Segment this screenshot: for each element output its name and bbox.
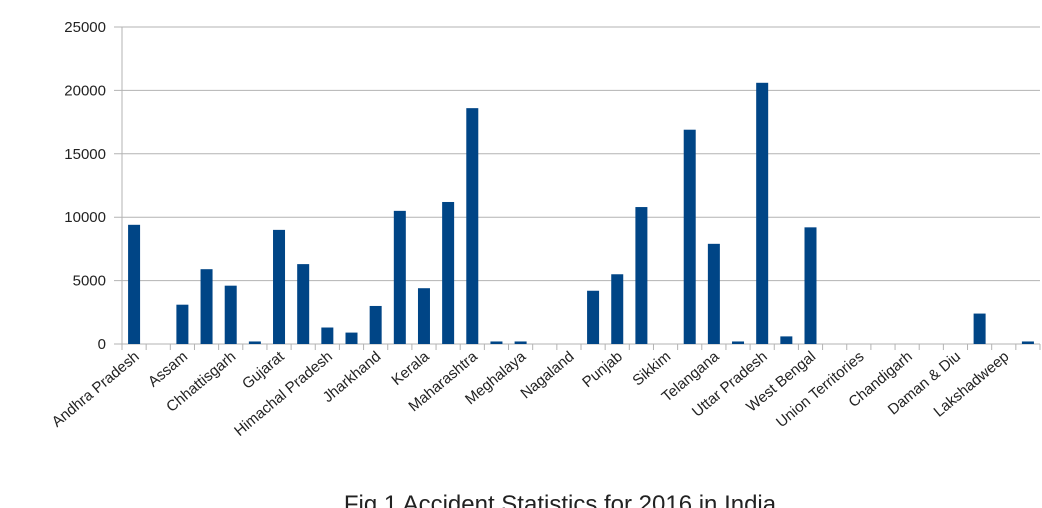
bar (490, 341, 503, 344)
bar (732, 341, 745, 344)
bar (804, 227, 817, 344)
x-tick-label: Punjab (579, 348, 626, 391)
x-tick-label: Sikkim (629, 348, 674, 389)
bar (466, 108, 479, 344)
bar (707, 243, 720, 344)
bar (297, 264, 310, 344)
bar (273, 229, 286, 344)
x-tick-label: Union Territories (773, 348, 867, 431)
bar (514, 341, 527, 344)
bar (973, 313, 986, 344)
bar (321, 327, 334, 344)
chart-title: Fig 1 Accident Statistics for 2016 in In… (344, 491, 777, 508)
y-tick-label: 0 (98, 336, 106, 353)
bar (442, 201, 455, 344)
y-tick-label: 25000 (64, 19, 106, 36)
bar (780, 336, 793, 344)
bar (587, 290, 600, 344)
x-tick-label: Nagaland (517, 348, 577, 402)
bar (635, 207, 648, 344)
x-tick-label: Andhra Pradesh (49, 348, 143, 431)
bar (1021, 341, 1034, 344)
bar (393, 210, 406, 344)
y-tick-label: 10000 (64, 209, 106, 226)
bar (683, 129, 696, 344)
bar (369, 305, 382, 344)
bar (611, 274, 624, 344)
x-tick-label: Kerala (388, 348, 433, 389)
y-tick-label: 15000 (64, 146, 106, 163)
bar (200, 269, 213, 344)
bar (417, 288, 430, 344)
bar (224, 285, 237, 344)
bar (248, 341, 261, 344)
bar (345, 332, 358, 344)
bar (756, 82, 769, 345)
y-tick-label: 5000 (73, 273, 106, 290)
bar (176, 304, 189, 344)
y-tick-label: 20000 (64, 82, 106, 99)
bar (128, 224, 141, 344)
